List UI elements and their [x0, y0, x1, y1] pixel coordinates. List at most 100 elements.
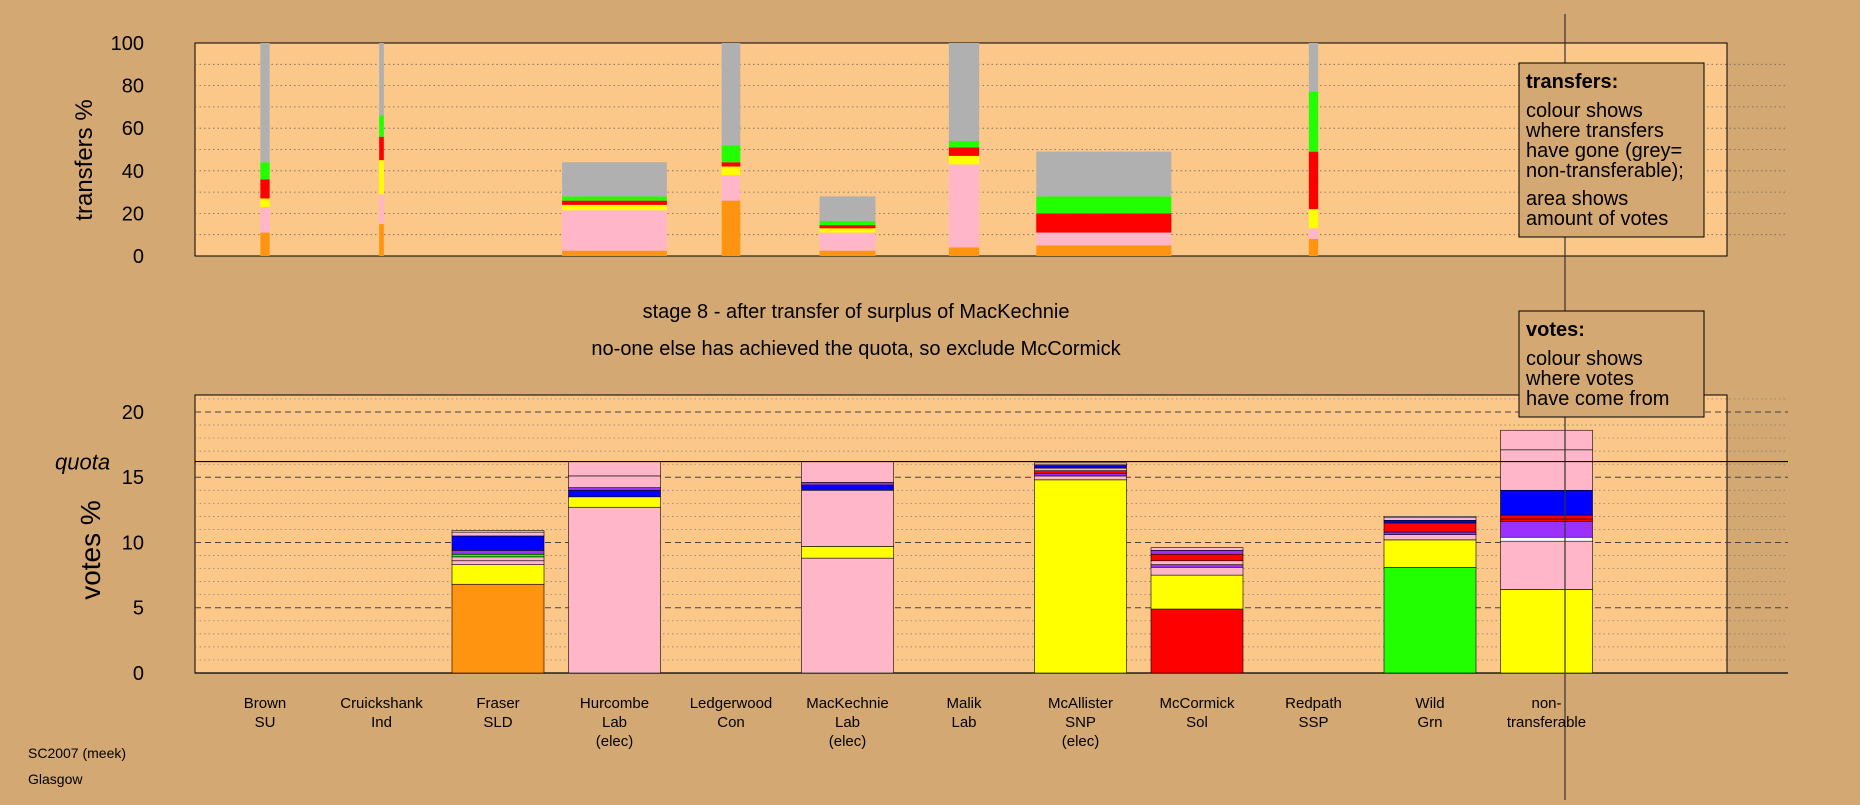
category-name-label: Fraser	[476, 695, 519, 712]
transfer-segment-Sol	[379, 136, 384, 161]
category-party-label: SU	[255, 714, 276, 731]
vote-segment-Lab	[801, 489, 894, 547]
transfer-segment-SNP	[379, 160, 384, 195]
transfer-segment-Sol	[562, 200, 667, 205]
category-party-label: Lab	[951, 714, 976, 731]
transfer-segment-SNP	[1308, 209, 1319, 229]
category-party-label: Sol	[1186, 714, 1208, 731]
vote-segment-SNP	[568, 496, 661, 508]
transfer-segment-Grn	[260, 162, 270, 180]
vote-segment-Con	[1383, 519, 1477, 524]
footer-council: Glasgow	[28, 771, 83, 787]
category-party-label: Con	[717, 714, 745, 731]
transfer-segment-Lab	[260, 207, 270, 233]
vote-segment-SSP	[1034, 473, 1127, 477]
transfer-segment-SLD	[379, 224, 384, 256]
transfer-segment-SLD	[948, 247, 980, 256]
transfers-legend-line: colour shows	[1526, 100, 1643, 122]
transfer-segment-Lab	[379, 194, 384, 225]
vote-segment-Lab	[568, 475, 661, 488]
category-party-label: SLD	[483, 714, 512, 731]
vote-segment-Lab	[1150, 547, 1244, 551]
vote-segment-Con	[1500, 489, 1593, 516]
vote-segment-SLD	[451, 583, 545, 674]
vote-segment-SNP	[451, 564, 545, 585]
transfer-segment-SNP	[562, 204, 667, 211]
transfers-legend-line: have gone (grey=	[1526, 140, 1682, 162]
vote-segment-Sol	[1150, 553, 1244, 562]
category-party-label: transferable	[1507, 714, 1586, 731]
vote-segment-Lab	[1150, 560, 1244, 565]
votes-y-tick-label: 10	[122, 532, 144, 554]
transfer-segment-Sol	[1036, 213, 1172, 233]
vote-segment-SNP	[1500, 589, 1593, 674]
transfer-segment-SLD	[721, 200, 741, 256]
transfer-segment-Grn	[1036, 196, 1172, 214]
votes-y-tick-label: 5	[133, 598, 144, 620]
vote-segment-Lab	[1383, 517, 1477, 521]
vote-segment-SSP	[801, 482, 894, 486]
transfers-y-tick-label: 60	[122, 118, 144, 140]
transfer-segment-Grn	[562, 196, 667, 201]
transfer-segment-Grn	[819, 220, 876, 226]
transfer-segment-nontransferable	[260, 43, 270, 163]
category-name-label: Ledgerwood	[690, 695, 773, 712]
vote-segment-SSP	[1383, 531, 1477, 535]
transfer-segment-nontransferable	[948, 43, 980, 141]
vote-segment-SSP	[451, 550, 545, 555]
category-note-label: (elec)	[829, 733, 867, 750]
transfer-segment-nontransferable	[721, 43, 741, 146]
transfer-segment-Grn	[1308, 91, 1319, 152]
category-name-label: Brown	[244, 695, 287, 712]
transfer-segment-SLD	[260, 232, 270, 256]
vote-segment-Sol	[1500, 514, 1593, 520]
transfer-segment-nontransferable	[1036, 151, 1172, 197]
transfers-legend: transfers: colour shows where transfers …	[1518, 62, 1705, 238]
transfer-segment-nontransferable	[379, 43, 384, 116]
votes-legend-line: have come from	[1526, 388, 1669, 410]
votes-y-tick-label: 15	[122, 467, 144, 489]
quota-label: quota	[55, 450, 110, 475]
transfers-legend-line: where transfers	[1525, 120, 1664, 142]
vote-segment-Lab	[1500, 540, 1593, 590]
category-party-label: SSP	[1298, 714, 1328, 731]
transfers-y-tick-label: 80	[122, 76, 144, 98]
transfers-legend-line: amount of votes	[1526, 208, 1668, 230]
transfer-segment-nontransferable	[1308, 43, 1319, 92]
votes-legend-title: votes:	[1526, 319, 1585, 341]
vote-segment-Con	[451, 535, 545, 551]
transfer-segment-Grn	[948, 140, 980, 148]
category-name-label: McAllister	[1048, 695, 1113, 712]
votes-y-tick-label: 0	[133, 663, 144, 685]
transfers-y-tick-label: 100	[111, 33, 144, 55]
transfer-segment-Sol	[1308, 151, 1319, 210]
transfer-segment-Lab	[1036, 232, 1172, 246]
transfer-segment-Sol	[948, 147, 980, 156]
vote-segment-SSP	[1500, 521, 1593, 538]
vote-segment-Con	[1034, 465, 1127, 469]
transfer-segment-SLD	[562, 250, 667, 256]
transfer-segment-Lab	[562, 210, 667, 251]
footer-election: SC2007 (meek)	[28, 745, 126, 761]
transfers-legend-line: non-transferable);	[1526, 160, 1684, 182]
vote-segment-Con	[568, 489, 661, 498]
category-name-label: McCormick	[1160, 695, 1235, 712]
vote-segment-SNP	[801, 546, 894, 559]
vote-segment-Con	[801, 484, 894, 491]
vote-segment-Lab	[801, 461, 894, 483]
vote-segment-SSP	[1150, 564, 1244, 568]
category-name-label: Wild	[1415, 695, 1444, 712]
transfer-segment-Grn	[721, 145, 741, 163]
category-party-label: Ind	[371, 714, 392, 731]
transfers-y-tick-label: 20	[122, 203, 144, 225]
transfer-segment-SNP	[721, 166, 741, 176]
vote-segment-SNP	[1383, 539, 1477, 568]
vote-segment-SNP	[1034, 479, 1127, 674]
category-note-label: (elec)	[1062, 733, 1100, 750]
vote-segment-Lab	[451, 556, 545, 562]
transfer-segment-nontransferable	[562, 162, 667, 197]
vote-segment-Sol	[1034, 470, 1127, 474]
transfer-segment-SNP	[260, 198, 270, 208]
vote-segment-Lab	[1500, 429, 1593, 451]
